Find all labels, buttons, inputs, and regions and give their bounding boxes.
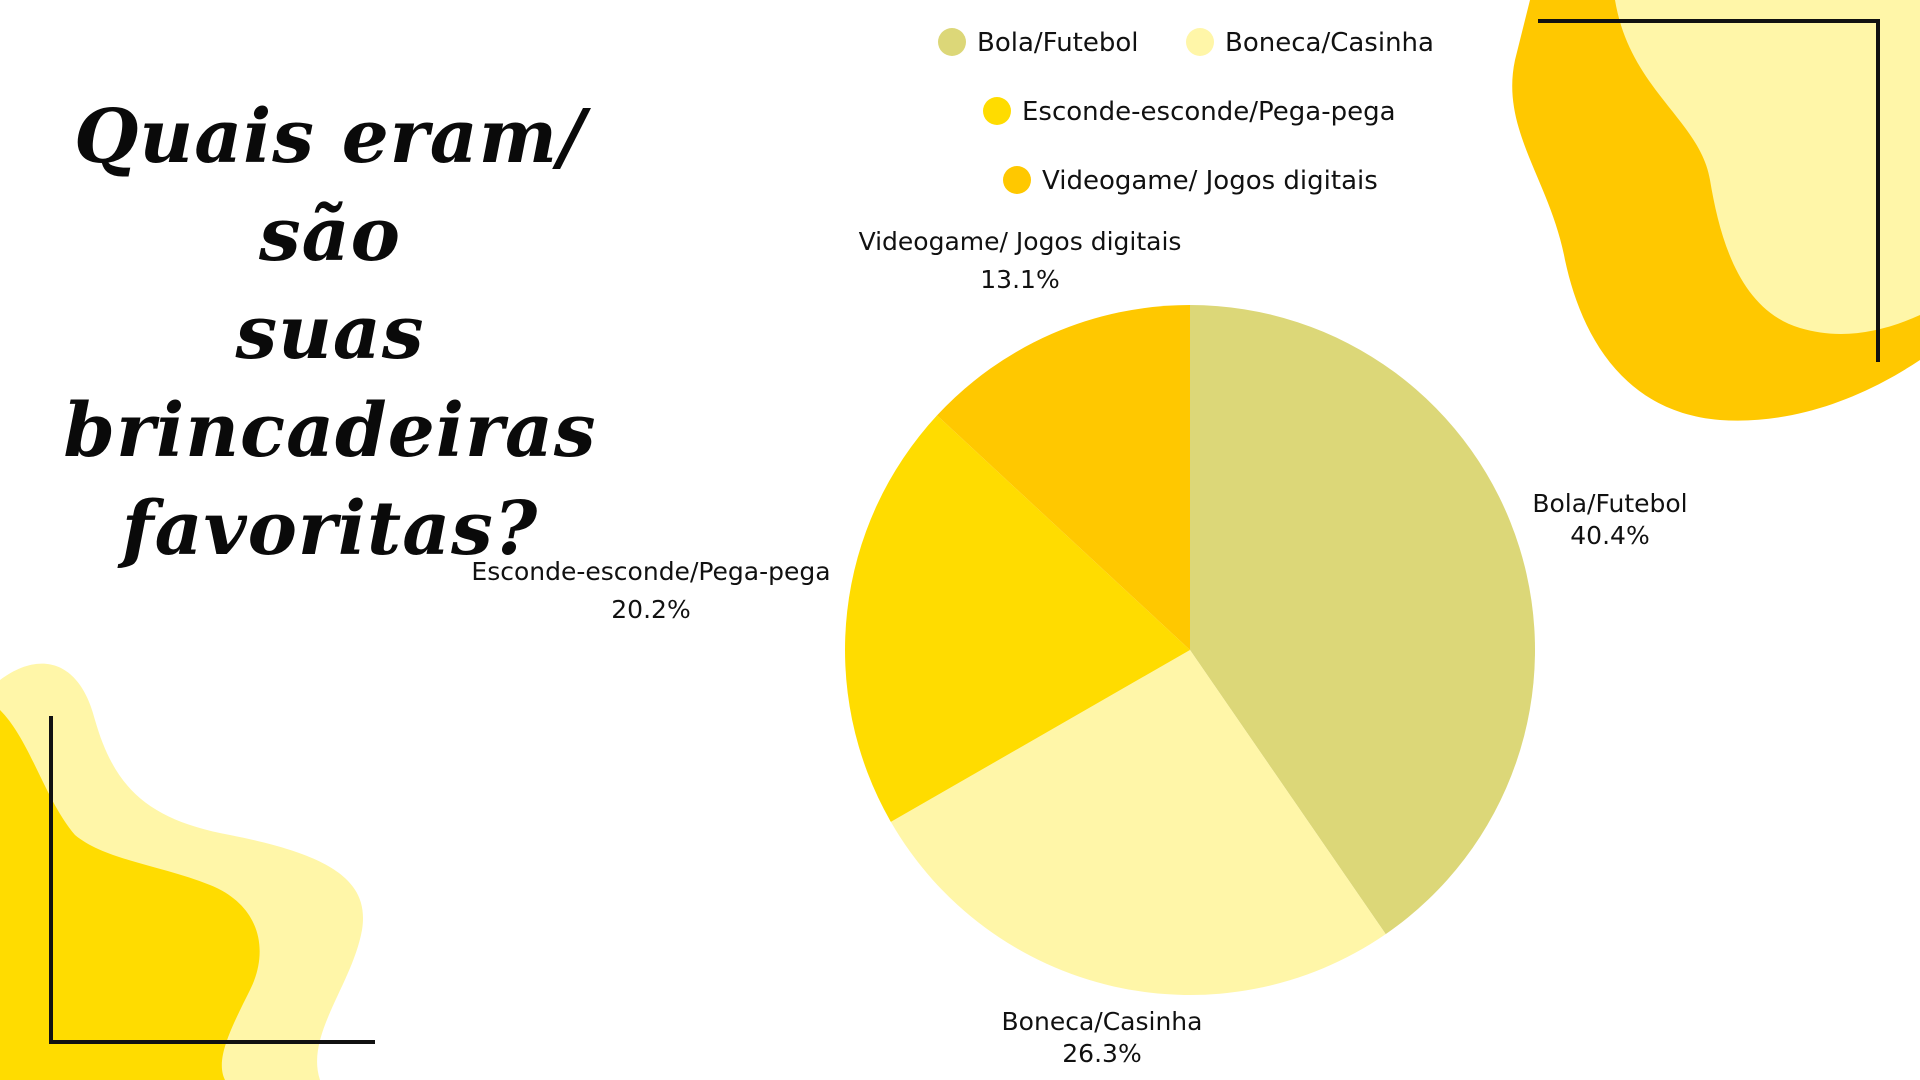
title-line-1: Quais eram/ são xyxy=(73,94,587,278)
legend-item-esconde-esconde-pega-pega: Esconde-esconde/Pega-pega xyxy=(983,97,1396,127)
legend-item-videogame-jogos-digitais: Videogame/ Jogos digitais xyxy=(1003,166,1378,196)
pie-slice-boneca-casinha xyxy=(890,650,1386,996)
top-right-blob-inner xyxy=(1615,0,1920,334)
top-right-corner-bracket xyxy=(1538,19,1880,362)
legend-label-bola-futebol: Bola/Futebol xyxy=(977,28,1139,58)
pie-slice-esconde-esconde-pega-pega xyxy=(845,415,1190,822)
slice-percent-boneca-casinha: 26.3% xyxy=(1062,1039,1141,1068)
slice-label-bola-futebol: Bola/Futebol xyxy=(1532,489,1687,518)
pie-slice-labels: Bola/Futebol 40.4% Boneca/Casinha 26.3% Esco… xyxy=(471,227,1687,1068)
slice-percent-bola-futebol: 40.4% xyxy=(1570,521,1649,550)
legend-item-bola-futebol: Bola/Futebol xyxy=(938,28,1139,58)
slice-percent-videogame-jogos-digitais: 13.1% xyxy=(980,265,1059,294)
title-line-3: favoritas? xyxy=(121,486,539,572)
slice-label-boneca-casinha: Boneca/Casinha xyxy=(1002,1007,1203,1036)
chart-legend: Bola/Futebol Boneca/Casinha Esconde-escond… xyxy=(938,28,1434,196)
top-right-blob xyxy=(1512,0,1920,421)
pie-slice-bola-futebol xyxy=(1190,305,1536,935)
title-line-2: suas brincadeiras xyxy=(63,290,597,474)
legend-swatch-boneca-casinha xyxy=(1186,28,1214,56)
bottom-left-corner-bracket xyxy=(49,716,375,1044)
bottom-left-blob xyxy=(0,663,363,1080)
legend-swatch-bola-futebol xyxy=(938,28,966,56)
legend-label-boneca-casinha: Boneca/Casinha xyxy=(1225,28,1434,58)
legend-swatch-esconde-esconde-pega-pega xyxy=(983,97,1011,125)
page-title: Quais eram/ são suas brincadeiras favori… xyxy=(30,88,630,578)
slice-label-esconde-esconde-pega-pega: Esconde-esconde/Pega-pega xyxy=(471,557,830,586)
slice-label-videogame-jogos-digitais: Videogame/ Jogos digitais xyxy=(859,227,1182,256)
pie-slice-videogame-jogos-digitais xyxy=(937,305,1190,650)
pie-slices xyxy=(845,305,1536,996)
bottom-left-blob-inner xyxy=(0,710,260,1080)
legend-label-esconde-esconde-pega-pega: Esconde-esconde/Pega-pega xyxy=(1022,97,1396,127)
legend-label-videogame-jogos-digitais: Videogame/ Jogos digitais xyxy=(1042,166,1378,196)
legend-swatch-videogame-jogos-digitais xyxy=(1003,166,1031,194)
legend-item-boneca-casinha: Boneca/Casinha xyxy=(1186,28,1434,58)
slice-percent-esconde-esconde-pega-pega: 20.2% xyxy=(611,595,690,624)
